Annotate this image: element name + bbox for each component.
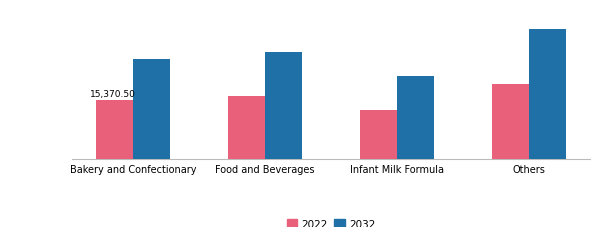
- Bar: [265, 52, 302, 159]
- Bar: [397, 77, 434, 159]
- Bar: [529, 30, 566, 159]
- Legend: 2022, 2032: 2022, 2032: [283, 215, 379, 227]
- Bar: [133, 60, 170, 159]
- Bar: [360, 110, 397, 159]
- Bar: [228, 96, 265, 159]
- Bar: [492, 85, 529, 159]
- Text: 15,370.50: 15,370.50: [90, 90, 136, 99]
- Bar: [96, 101, 133, 159]
